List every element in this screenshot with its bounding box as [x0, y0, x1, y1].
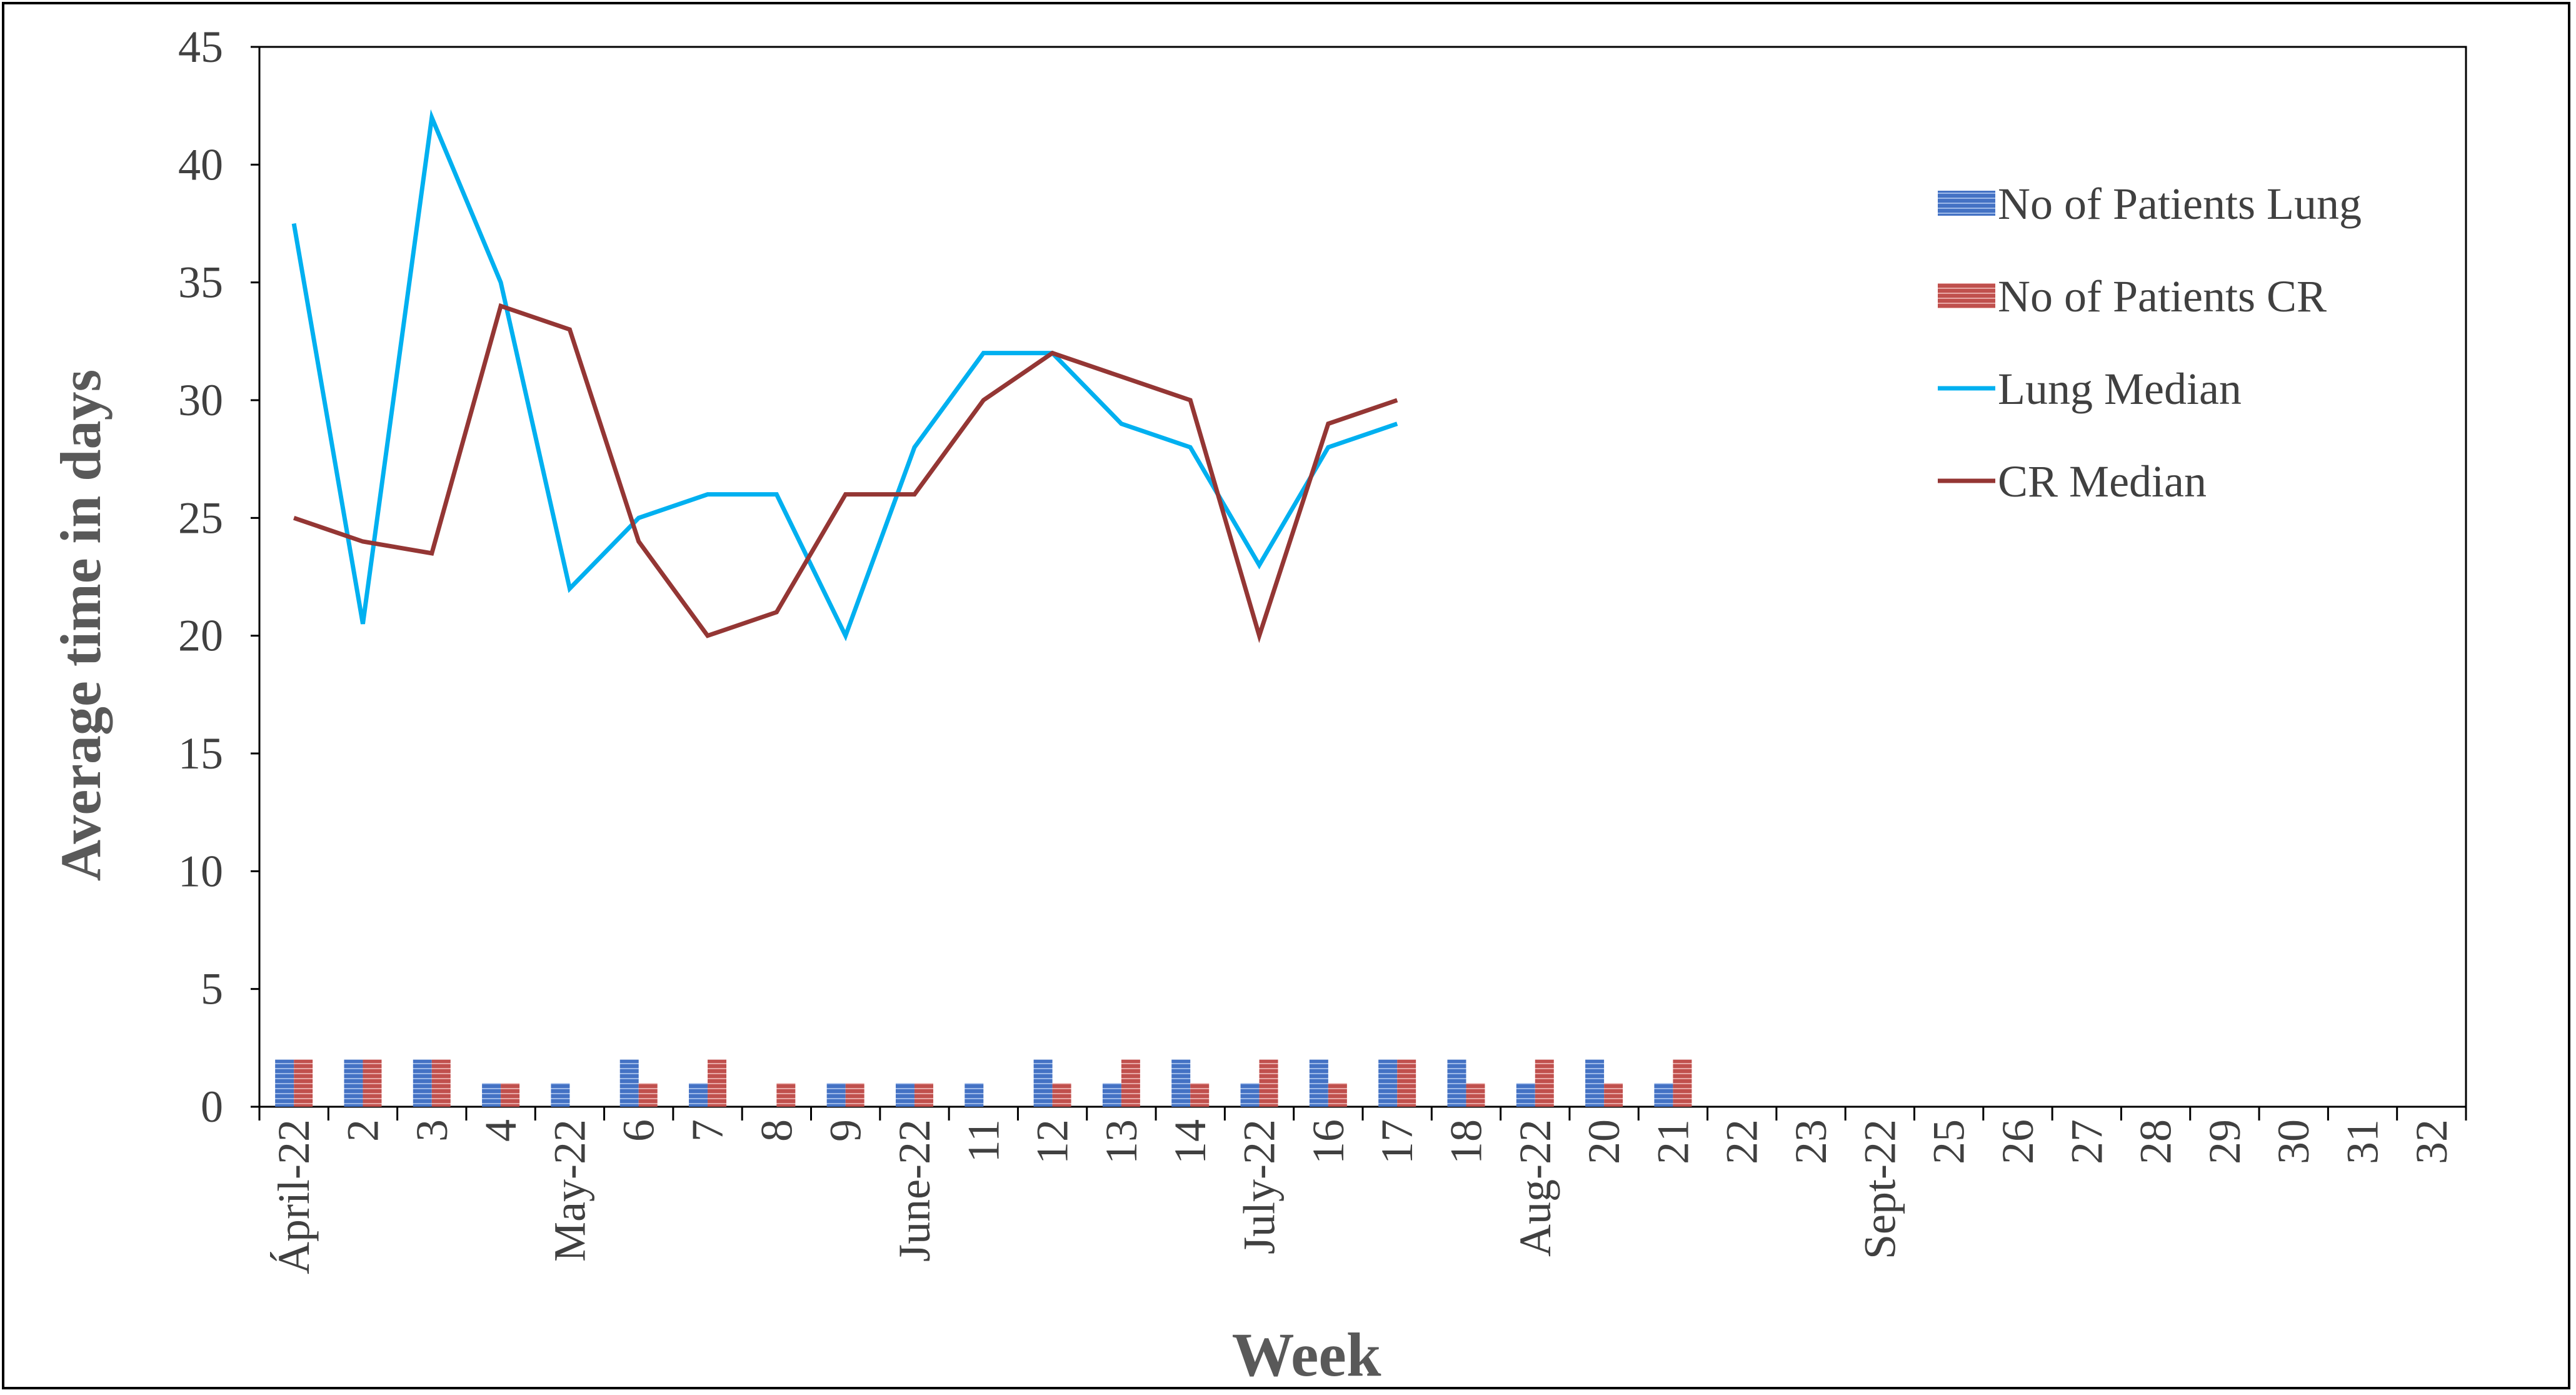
legend-label: CR Median	[1998, 456, 2207, 506]
bar-no-of-patients-cr	[914, 1083, 933, 1107]
y-tick-label: 5	[201, 964, 223, 1014]
bar-no-of-patients-cr	[776, 1083, 796, 1107]
bar-no-of-patients-lung	[1309, 1059, 1328, 1107]
bar-no-of-patients-lung	[413, 1059, 432, 1107]
x-tick-label: 31	[2338, 1119, 2388, 1164]
bar-no-of-patients-lung	[895, 1083, 915, 1107]
bar-no-of-patients-lung	[1378, 1059, 1398, 1107]
bar-no-of-patients-lung	[965, 1083, 984, 1107]
x-tick-label: 27	[2062, 1119, 2112, 1164]
x-tick-label: 16	[1303, 1119, 1353, 1164]
bar-no-of-patients-cr	[431, 1059, 451, 1107]
x-tick-label: 28	[2131, 1119, 2181, 1164]
legend: No of Patients Lung No of Patients CR Lung…	[1938, 179, 2362, 506]
bar-no-of-patients-lung	[1654, 1083, 1673, 1107]
y-tick-label: 25	[178, 493, 223, 543]
bar-no-of-patients-lung	[689, 1083, 708, 1107]
legend-label: No of Patients Lung	[1998, 179, 2362, 229]
bar-no-of-patients-lung	[826, 1083, 846, 1107]
x-axis-title: Week	[1232, 1320, 1381, 1389]
bar-no-of-patients-cr	[1673, 1059, 1692, 1107]
x-tick-label: 2	[338, 1119, 388, 1142]
x-tick-label: Ápril-22	[269, 1119, 319, 1274]
x-tick-label: 21	[1648, 1119, 1698, 1164]
bar-no-of-patients-lung	[619, 1059, 639, 1107]
y-axis: 0 5 10 15 20 25 30 35 40 45	[178, 22, 259, 1132]
y-axis-title: Average time in days	[49, 370, 113, 881]
y-tick-label: 20	[178, 611, 223, 661]
x-tick-label: 32	[2407, 1119, 2457, 1164]
x-tick-label: 26	[1993, 1119, 2043, 1164]
x-tick-label: July-22	[1235, 1119, 1285, 1254]
bar-no-of-patients-lung	[482, 1083, 501, 1107]
bar-no-of-patients-lung	[1516, 1083, 1535, 1107]
bar-no-of-patients-lung	[1447, 1059, 1466, 1107]
x-tick-label: 18	[1441, 1119, 1491, 1164]
x-tick-label: 12	[1028, 1119, 1078, 1164]
x-tick-label: 14	[1165, 1119, 1215, 1164]
x-tick-label: 4	[476, 1119, 526, 1142]
y-tick-label: 10	[178, 846, 223, 896]
x-tick-label: June-22	[890, 1119, 940, 1262]
bar-no-of-patients-cr	[501, 1083, 520, 1107]
bar-no-of-patients-cr	[1259, 1059, 1278, 1107]
x-tick-label: 13	[1096, 1119, 1146, 1164]
bar-no-of-patients-cr	[1604, 1083, 1623, 1107]
bar-no-of-patients-cr	[638, 1083, 658, 1107]
line-cr-median	[293, 303, 1398, 643]
x-tick-label: 3	[407, 1119, 457, 1142]
bar-no-of-patients-cr	[363, 1059, 382, 1107]
bar-no-of-patients-cr	[1535, 1059, 1554, 1107]
x-axis: Ápril-22 2 3 4 May-22 6 7 8 9 June-22 11 12 13 14 July…	[258, 1107, 2467, 1274]
bar-no-of-patients-cr	[1397, 1059, 1416, 1107]
legend-label: No of Patients CR	[1998, 271, 2327, 321]
bar-no-of-patients-lung	[1240, 1083, 1260, 1107]
x-tick-label: May-22	[544, 1119, 594, 1262]
x-tick-label: 11	[958, 1119, 1008, 1162]
x-tick-label: 17	[1372, 1119, 1422, 1164]
lines-layer	[291, 109, 1398, 643]
y-tick-label: 35	[178, 258, 223, 308]
bars-layer	[275, 1059, 1692, 1107]
bar-no-of-patients-lung	[1033, 1059, 1053, 1107]
bar-no-of-patients-lung	[1585, 1059, 1605, 1107]
x-tick-label: 6	[614, 1119, 664, 1142]
bar-no-of-patients-lung	[344, 1059, 363, 1107]
x-tick-label: 9	[821, 1119, 871, 1142]
x-tick-label: 25	[1924, 1119, 1974, 1164]
bar-no-of-patients-cr	[1466, 1083, 1485, 1107]
bar-no-of-patients-cr	[1052, 1083, 1071, 1107]
bar-no-of-patients-cr	[1190, 1083, 1210, 1107]
bar-no-of-patients-cr	[1121, 1059, 1140, 1107]
line-lung-median	[291, 109, 1398, 642]
x-tick-label: 29	[2200, 1119, 2250, 1164]
bar-no-of-patients-cr	[845, 1083, 865, 1107]
bar-no-of-patients-lung	[1102, 1083, 1121, 1107]
legend-swatch	[1938, 283, 1995, 308]
bar-no-of-patients-cr	[1328, 1083, 1347, 1107]
bar-no-of-patients-lung	[275, 1059, 294, 1107]
bar-no-of-patients-cr	[294, 1059, 313, 1107]
y-tick-label: 15	[178, 728, 223, 778]
x-tick-label: 20	[1579, 1119, 1629, 1164]
bar-no-of-patients-cr	[708, 1059, 727, 1107]
x-tick-label: Sept-22	[1855, 1119, 1905, 1259]
x-tick-label: 8	[751, 1119, 801, 1142]
y-tick-label: 0	[201, 1082, 223, 1132]
x-tick-label: 22	[1717, 1119, 1767, 1164]
bar-no-of-patients-lung	[551, 1083, 570, 1107]
bar-no-of-patients-lung	[1171, 1059, 1191, 1107]
x-tick-label: 23	[1786, 1119, 1836, 1164]
legend-swatch	[1938, 191, 1995, 216]
y-tick-label: 45	[178, 22, 223, 72]
x-tick-label: 30	[2268, 1119, 2318, 1164]
legend-label: Lung Median	[1998, 364, 2242, 414]
y-tick-label: 40	[178, 139, 223, 189]
x-tick-label: 7	[683, 1119, 733, 1142]
y-tick-label: 30	[178, 375, 223, 425]
x-tick-label: Aug-22	[1510, 1119, 1560, 1257]
